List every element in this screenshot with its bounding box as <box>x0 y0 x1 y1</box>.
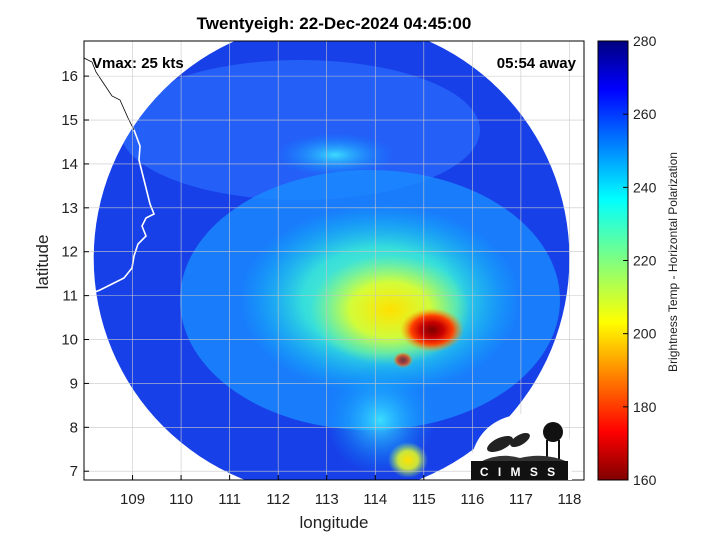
grid-lines <box>84 41 584 480</box>
y-tick-label: 16 <box>61 68 78 85</box>
x-tick-label: 114 <box>363 491 387 508</box>
logo-banner <box>471 461 568 480</box>
y-tick-label: 11 <box>62 288 78 305</box>
upper-band <box>120 60 480 200</box>
cimss-logo: C I M S S <box>471 413 572 480</box>
colorbar-tick-label: 160 <box>633 472 657 488</box>
y-tick-label: 15 <box>61 112 78 129</box>
colorbar-label: Brightness Temp - Horizontal Polarizatio… <box>666 152 680 372</box>
secondary-cell <box>393 352 413 368</box>
x-tick-label: 110 <box>169 491 193 508</box>
y-tick-label: 14 <box>61 156 78 173</box>
storm-core <box>400 308 464 352</box>
y-tick-label: 8 <box>70 419 78 436</box>
colorbar: 160 180 200 220 240 260 280 Brightness Temp - … <box>597 33 680 488</box>
x-tick-label: 118 <box>557 491 581 508</box>
x-tick-label: 109 <box>120 491 145 508</box>
x-tick-label: 112 <box>266 491 290 508</box>
y-tick-label: 10 <box>61 332 78 349</box>
y-tick-label: 12 <box>61 244 78 261</box>
y-tick-label: 9 <box>70 375 78 392</box>
colorbar-ticks: 160 180 200 220 240 260 280 <box>623 33 657 488</box>
water-tower-icon <box>543 422 563 442</box>
satellite-dish-icon-2 <box>510 433 530 447</box>
logo-text: C I M S S <box>480 465 558 479</box>
vmax-annotation: Vmax: 25 kts <box>92 55 184 72</box>
x-tick-label: 115 <box>412 491 436 508</box>
colorbar-tick-label: 240 <box>633 179 657 195</box>
axes-frame <box>83 40 585 481</box>
colorbar-tick-label: 280 <box>633 33 657 49</box>
swath-image <box>93 41 570 480</box>
y-axis: 7 8 9 10 11 12 13 14 15 16 <box>61 68 89 480</box>
y-axis-label: latitude <box>33 235 52 290</box>
colorbar-tick-label: 200 <box>633 326 657 342</box>
colorbar-tick-label: 180 <box>633 399 657 415</box>
x-tick-label: 111 <box>218 491 241 508</box>
southern-convection <box>388 442 428 478</box>
upper-cyan-band <box>275 133 395 177</box>
colorbar-tick-label: 260 <box>633 106 657 122</box>
coastline-vietnam-north <box>84 57 135 131</box>
coastline-east <box>535 367 584 413</box>
time-away-annotation: 05:54 away <box>497 55 577 72</box>
x-tick-label: 117 <box>509 491 533 508</box>
y-tick-label: 13 <box>61 200 78 217</box>
satellite-dish-icon <box>487 435 513 453</box>
x-axis: 109 110 111 112 113 114 115 116 117 118 <box>120 475 581 508</box>
colorbar-tick-label: 220 <box>633 253 657 269</box>
x-tick-label: 113 <box>315 491 339 508</box>
x-axis-label: longitude <box>299 513 368 532</box>
y-tick-label: 7 <box>70 463 78 480</box>
plot-area: 109 110 111 112 113 114 115 116 117 118 7 8 9 10 11 12… <box>61 40 585 508</box>
x-tick-label: 116 <box>460 491 484 508</box>
chart-title: Twentyeigh: 22-Dec-2024 04:45:00 <box>197 14 472 33</box>
